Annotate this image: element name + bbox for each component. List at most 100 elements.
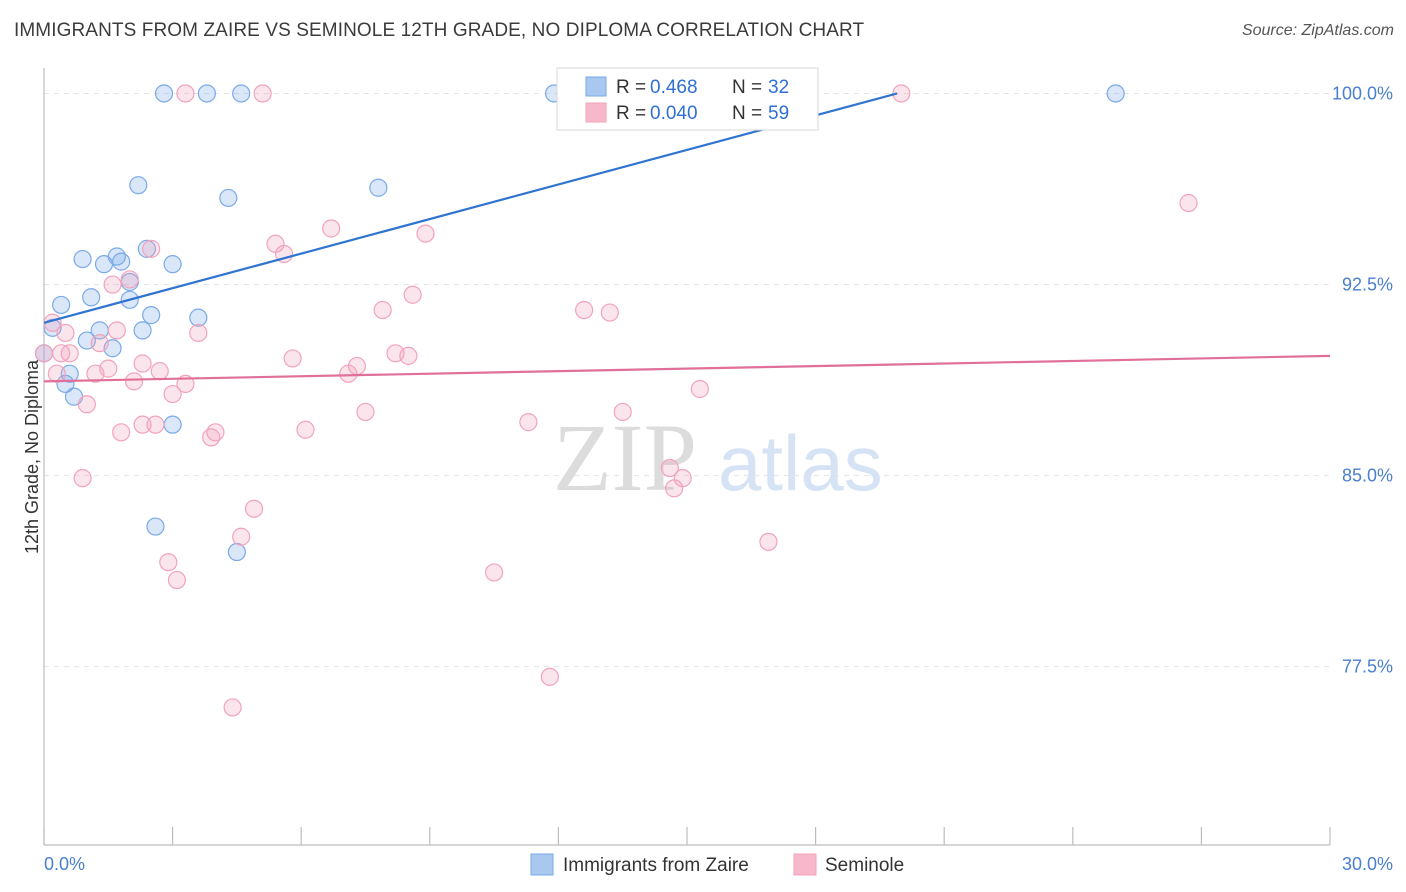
point-zaire xyxy=(133,321,152,340)
y-tick-label: 85.0% xyxy=(1342,466,1393,486)
bottom-legend-label-seminole: Seminole xyxy=(825,855,904,876)
bottom-legend-swatch-zaire xyxy=(530,853,554,876)
point-zaire xyxy=(112,252,131,271)
point-seminole xyxy=(34,344,54,363)
point-zaire xyxy=(52,295,71,315)
point-seminole xyxy=(356,402,375,422)
point-seminole xyxy=(159,553,178,572)
point-zaire xyxy=(129,176,148,195)
point-zaire xyxy=(142,306,161,325)
point-seminole xyxy=(416,224,435,243)
point-seminole xyxy=(86,364,105,383)
point-seminole xyxy=(759,532,778,551)
legend-r-value-seminole: 0.040 xyxy=(650,103,698,124)
y-tick-labels: 100.0% 92.5% 85.0% 77.5% xyxy=(1332,83,1393,676)
legend-r-label-seminole: R = xyxy=(616,103,646,124)
point-zaire xyxy=(163,415,182,434)
point-seminole xyxy=(133,354,152,373)
point-seminole xyxy=(103,275,122,294)
legend-swatch-zaire xyxy=(585,76,607,97)
point-seminole xyxy=(519,413,538,432)
bottom-legend-label-zaire: Immigrants from Zaire xyxy=(563,855,749,876)
point-seminole xyxy=(613,402,632,422)
point-seminole xyxy=(73,469,92,488)
point-seminole xyxy=(163,384,182,404)
point-seminole xyxy=(322,219,341,238)
y-tick-label: 92.5% xyxy=(1342,275,1393,295)
point-seminole xyxy=(133,415,152,434)
point-zaire xyxy=(189,308,208,327)
legend-n-value-seminole: 59 xyxy=(768,103,789,124)
point-seminole xyxy=(575,300,594,320)
grid-lines xyxy=(44,92,1330,668)
point-seminole xyxy=(690,379,709,399)
watermark: ZIP atlas xyxy=(553,404,883,511)
point-seminole xyxy=(77,395,96,414)
legend-r-label-zaire: R = xyxy=(616,77,646,98)
point-zaire xyxy=(137,239,156,258)
point-zaire xyxy=(73,249,92,269)
x-tick-label-min: 0.0% xyxy=(44,854,85,874)
point-seminole xyxy=(189,323,208,343)
point-seminole xyxy=(56,323,75,343)
watermark-zip: ZIP xyxy=(553,404,697,511)
point-seminole xyxy=(399,346,418,365)
point-seminole xyxy=(253,84,272,103)
point-zaire xyxy=(163,255,182,274)
point-seminole xyxy=(485,563,504,582)
point-seminole xyxy=(107,321,126,340)
x-tick-label-max: 30.0% xyxy=(1342,854,1393,874)
point-seminole xyxy=(403,285,422,304)
point-zaire xyxy=(197,84,216,103)
point-seminole xyxy=(112,423,131,442)
point-zaire xyxy=(232,84,251,103)
chart-title: IMMIGRANTS FROM ZAIRE VS SEMINOLE 12TH G… xyxy=(14,20,865,41)
legend-n-label-seminole: N = xyxy=(732,103,762,124)
point-seminole xyxy=(223,698,242,717)
point-zaire xyxy=(146,517,165,536)
point-seminole xyxy=(660,458,679,478)
point-zaire xyxy=(219,188,238,208)
x-tick-labels: 0.0% 30.0% xyxy=(44,854,1393,874)
point-seminole xyxy=(339,364,358,383)
point-seminole xyxy=(167,570,186,590)
point-zaire xyxy=(369,178,388,197)
point-zaire xyxy=(60,364,79,383)
point-seminole xyxy=(47,364,66,383)
point-seminole xyxy=(373,300,392,320)
point-zaire xyxy=(82,288,101,307)
point-seminole xyxy=(244,499,264,518)
bottom-legend: Immigrants from Zaire Seminole xyxy=(530,853,904,876)
point-seminole xyxy=(296,420,315,439)
legend-n-value-zaire: 32 xyxy=(768,77,789,98)
legend-n-label-zaire: N = xyxy=(732,77,762,98)
bottom-legend-swatch-seminole xyxy=(793,853,817,876)
point-seminole xyxy=(283,349,302,368)
point-seminole xyxy=(202,428,221,447)
point-zaire xyxy=(154,84,174,103)
point-seminole xyxy=(120,270,139,289)
y-tick-label: 100.0% xyxy=(1332,83,1393,103)
y-tick-label: 77.5% xyxy=(1342,657,1393,677)
point-seminole xyxy=(124,372,144,391)
point-seminole xyxy=(176,84,195,103)
legend-r-value-zaire: 0.468 xyxy=(650,77,698,98)
point-seminole xyxy=(1179,193,1198,213)
point-seminole xyxy=(90,334,109,353)
point-seminole xyxy=(232,527,251,546)
watermark-atlas: atlas xyxy=(718,419,883,507)
legend-swatch-seminole xyxy=(585,102,607,123)
trend-line-zaire xyxy=(43,92,898,324)
stats-legend: R = 0.468 N = 32 R = 0.040 N = 59 xyxy=(556,67,819,131)
point-zaire xyxy=(227,542,246,562)
point-zaire xyxy=(1106,84,1125,103)
point-seminole xyxy=(60,344,79,363)
point-seminole xyxy=(600,303,619,322)
source-note: Source: ZipAtlas.com xyxy=(1241,22,1394,39)
point-seminole xyxy=(146,415,165,434)
point-seminole xyxy=(540,667,559,686)
axes xyxy=(43,68,1331,846)
point-seminole xyxy=(150,362,169,381)
y-axis-label: 12th Grade, No Diploma xyxy=(22,359,42,554)
